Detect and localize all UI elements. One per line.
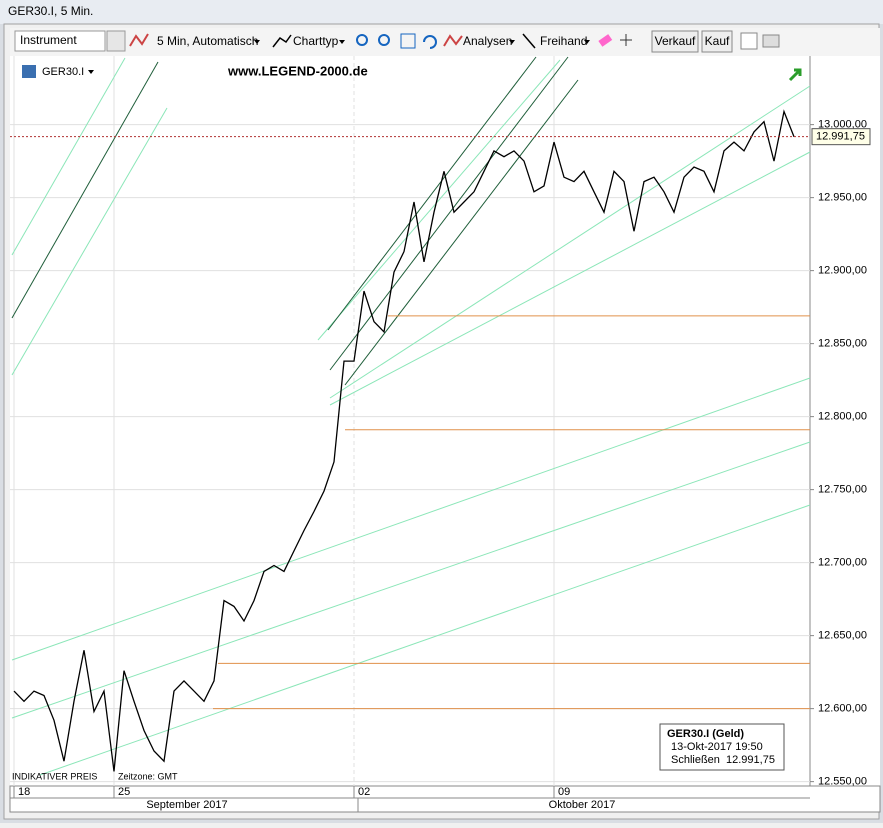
watermark: www.LEGEND-2000.de	[227, 63, 368, 78]
y-tick-label: 12.850,00	[818, 338, 867, 350]
trend-line	[329, 151, 811, 406]
y-tick-label: 12.950,00	[818, 192, 867, 204]
zoom-out[interactable]	[378, 34, 390, 46]
dropdown-arrow	[509, 40, 515, 44]
y-tick-label: 12.550,00	[818, 776, 867, 788]
info-time: 13-Okt-2017 19:50	[671, 741, 763, 753]
live-indicator	[788, 68, 802, 82]
month-label: Oktober 2017	[549, 799, 616, 811]
month-label: September 2017	[146, 799, 227, 811]
y-tick-label: 12.600,00	[818, 703, 867, 715]
title-bar	[0, 0, 883, 24]
trend-line	[11, 107, 168, 376]
trend-line	[329, 85, 811, 399]
y-tick-label: 12.900,00	[818, 265, 867, 277]
eraser[interactable]	[598, 34, 613, 47]
last-price-box	[811, 128, 871, 146]
instrument-placeholder: Instrument	[20, 33, 77, 47]
y-tick-label: 12.650,00	[818, 630, 867, 642]
zoom-in[interactable]	[356, 34, 368, 46]
zoom-fit[interactable]	[400, 33, 416, 49]
crosshair[interactable]	[620, 34, 632, 46]
y-tick-label: 12.700,00	[818, 557, 867, 569]
indicator-icon[interactable]	[129, 33, 149, 47]
instrument-input[interactable]	[14, 30, 106, 52]
trend-line	[317, 59, 561, 341]
info-close: 12.991,75	[726, 754, 775, 766]
trend-lines-dark	[11, 56, 579, 386]
info-title: GER30.I (Geld)	[667, 728, 744, 740]
y-tick-label: 12.750,00	[818, 484, 867, 496]
period-dropdown[interactable]: 5 Min, Automatisch	[157, 34, 258, 48]
plot-area	[10, 56, 810, 786]
charttype-dropdown[interactable]: Charttyp	[293, 34, 339, 48]
refresh[interactable]	[423, 35, 437, 49]
dropdown-arrow	[254, 40, 260, 44]
dropdown-arrow	[88, 70, 94, 74]
grid	[10, 56, 810, 786]
trend-line	[11, 441, 811, 719]
trend-line	[327, 56, 537, 331]
analyses-dropdown[interactable]: Analysen	[463, 34, 512, 48]
x-axis-area	[9, 785, 881, 813]
last-price-label: 12.991,75	[816, 131, 865, 143]
info-box	[659, 723, 785, 771]
x-tick-label: 02	[358, 786, 370, 798]
y-tick-label: 13.000,00	[818, 119, 867, 131]
footnote: INDIKATIVER PREIS	[12, 771, 97, 781]
window-title: GER30.I, 5 Min.	[8, 4, 93, 18]
trend-line	[11, 57, 126, 256]
footnote: Zeitzone: GMT	[118, 771, 178, 781]
toolbar	[10, 28, 880, 56]
dropdown-arrow	[584, 40, 590, 44]
cfd-icon	[22, 65, 36, 78]
trend-line	[11, 61, 159, 319]
instrument-label: GER30.I	[42, 66, 84, 78]
buy-button[interactable]	[701, 30, 733, 53]
print-icon[interactable]	[762, 34, 780, 48]
sell-label: Verkauf	[655, 34, 696, 48]
instrument-button[interactable]	[106, 30, 126, 52]
plot	[10, 109, 810, 772]
x-tick-label: 18	[18, 786, 30, 798]
x-tick-label: 25	[118, 786, 130, 798]
trend-line	[344, 79, 579, 386]
trend-line	[329, 56, 569, 371]
y-tick-label: 12.800,00	[818, 411, 867, 423]
buy-label: Kauf	[705, 34, 730, 48]
freehand-dropdown[interactable]: Freihand	[540, 34, 587, 48]
y-axis-area	[810, 56, 880, 786]
charttype-icon	[272, 34, 292, 48]
freehand-icon	[522, 33, 536, 49]
info-close-label: Schließen	[671, 754, 720, 766]
dropdown-arrow	[339, 40, 345, 44]
analyses-icon	[443, 34, 463, 47]
sell-button[interactable]	[651, 30, 699, 53]
trend-line	[11, 377, 811, 661]
x-tick-label: 09	[558, 786, 570, 798]
price-line	[13, 109, 795, 772]
export-icon[interactable]	[740, 32, 758, 50]
